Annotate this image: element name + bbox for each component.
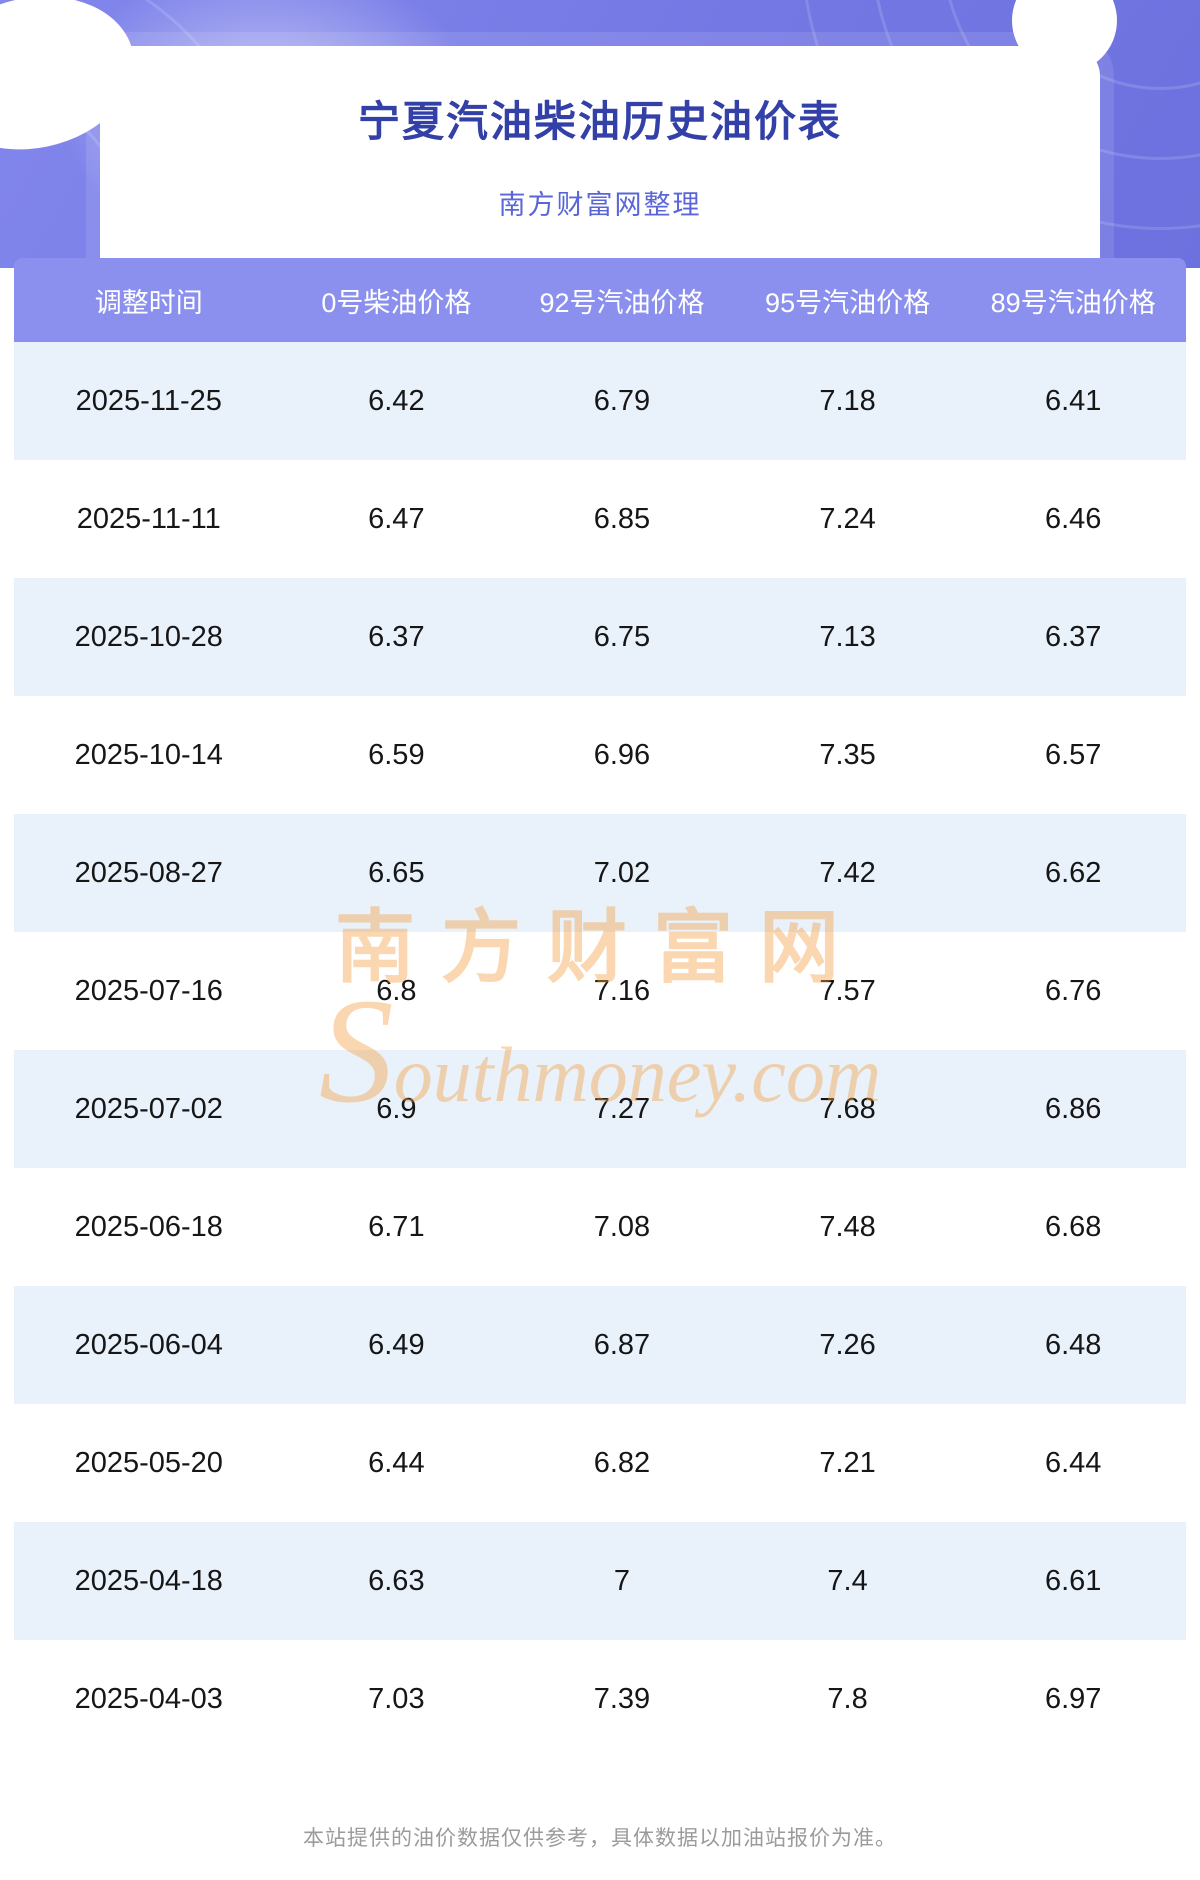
table-header-row: 调整时间 0号柴油价格 92号汽油价格 95号汽油价格 89号汽油价格 [14,258,1186,342]
date-cell: 2025-11-11 [76,502,221,535]
price-cell: 7.18 [819,384,876,417]
page-title: 宁夏汽油柴油历史油价表 [357,98,842,145]
price-cell: 6.86 [1044,1092,1102,1125]
price-cell: 7.42 [819,856,876,889]
price-cell: 7.48 [819,1210,876,1243]
price-cell: 6.85 [593,502,651,535]
price-cell: 7.02 [593,856,651,889]
price-cell: 7.08 [593,1210,651,1243]
table-row: 2025-11-25 6.42 6.79 7.18 6.41 [14,342,1186,460]
table-body: 2025-11-25 6.42 6.79 7.18 6.41 2025-11-1… [14,342,1186,1758]
date-cell: 2025-08-27 [74,856,223,889]
price-cell: 6.82 [593,1446,651,1479]
price-cell: 6.47 [368,502,425,535]
date-cell: 2025-07-16 [74,974,223,1007]
price-cell: 6.9 [376,1092,417,1125]
price-cell: 7.35 [819,738,876,771]
price-cell: 6.48 [1044,1328,1102,1361]
table-row: 2025-04-03 7.03 7.39 7.8 6.97 [14,1640,1186,1758]
price-cell: 7.03 [368,1682,425,1715]
price-cell: 6.41 [1044,384,1102,417]
page-subtitle: 南方财富网整理 [498,190,702,220]
column-header-gas95: 95号汽油价格 [765,287,931,318]
column-header-diesel0: 0号柴油价格 [321,287,472,318]
price-cell: 6.65 [368,856,425,889]
footer-note: 本站提供的油价数据仅供参考，具体数据以加油站报价为准。 [303,1827,897,1850]
column-header-gas92: 92号汽油价格 [539,287,705,318]
price-cell: 6.87 [593,1328,651,1361]
price-cell: 7.68 [819,1092,876,1125]
price-cell: 6.37 [1044,620,1102,653]
price-cell: 7.39 [593,1682,651,1715]
price-cell: 6.8 [376,974,417,1007]
price-cell: 6.63 [368,1564,425,1597]
price-cell: 6.44 [1044,1446,1102,1479]
price-cell: 6.68 [1044,1210,1102,1243]
table-row: 2025-11-11 6.47 6.85 7.24 6.46 [14,460,1186,578]
table-row: 2025-10-28 6.37 6.75 7.13 6.37 [14,578,1186,696]
table-row: 2025-06-18 6.71 7.08 7.48 6.68 [14,1168,1186,1286]
price-cell: 7.26 [819,1328,876,1361]
price-cell: 6.49 [368,1328,425,1361]
price-cell: 7.24 [819,502,876,535]
date-cell: 2025-05-20 [74,1446,223,1479]
date-cell: 2025-06-04 [74,1328,223,1361]
price-cell: 7.21 [819,1446,876,1479]
price-cell: 6.96 [593,738,651,771]
table-row: 2025-05-20 6.44 6.82 7.21 6.44 [14,1404,1186,1522]
price-cell: 6.61 [1044,1564,1102,1597]
table-row: 2025-07-16 6.8 7.16 7.57 6.76 [14,932,1186,1050]
price-cell: 6.46 [1044,502,1102,535]
date-cell: 2025-07-02 [74,1092,223,1125]
date-cell: 2025-11-25 [75,384,222,417]
title-card: 宁夏汽油柴油历史油价表 南方财富网整理 [100,46,1100,278]
price-cell: 6.57 [1044,738,1102,771]
table-row: 2025-06-04 6.49 6.87 7.26 6.48 [14,1286,1186,1404]
price-cell: 6.37 [368,620,425,653]
price-cell: 7.27 [593,1092,651,1125]
date-cell: 2025-10-14 [74,738,223,771]
column-header-date: 调整时间 [94,287,203,318]
price-cell: 7.13 [819,620,876,653]
price-cell: 7.16 [593,974,651,1007]
price-cell: 6.42 [368,384,425,417]
price-cell: 6.76 [1044,974,1102,1007]
date-cell: 2025-06-18 [74,1210,223,1243]
date-cell: 2025-04-03 [74,1682,223,1715]
table-row: 2025-04-18 6.63 7 7.4 6.61 [14,1522,1186,1640]
table-row: 2025-10-14 6.59 6.96 7.35 6.57 [14,696,1186,814]
price-cell: 7.57 [819,974,876,1007]
price-cell: 6.97 [1044,1682,1102,1715]
price-cell: 6.44 [368,1446,425,1479]
date-cell: 2025-04-18 [74,1564,223,1597]
price-cell: 7.4 [827,1564,868,1597]
price-cell: 7 [613,1564,631,1597]
price-cell: 6.71 [368,1210,425,1243]
price-cell: 6.75 [593,620,651,653]
table-row: 2025-07-02 6.9 7.27 7.68 6.86 [14,1050,1186,1168]
table-row: 2025-08-27 6.65 7.02 7.42 6.62 [14,814,1186,932]
column-header-gas89: 89号汽油价格 [990,287,1156,318]
date-cell: 2025-10-28 [74,620,223,653]
price-cell: 6.62 [1044,856,1102,889]
price-cell: 7.8 [827,1682,868,1715]
price-cell: 6.59 [368,738,425,771]
price-cell: 6.79 [593,384,651,417]
price-table: 调整时间 0号柴油价格 92号汽油价格 95号汽油价格 89号汽油价格 2025… [14,258,1186,1758]
